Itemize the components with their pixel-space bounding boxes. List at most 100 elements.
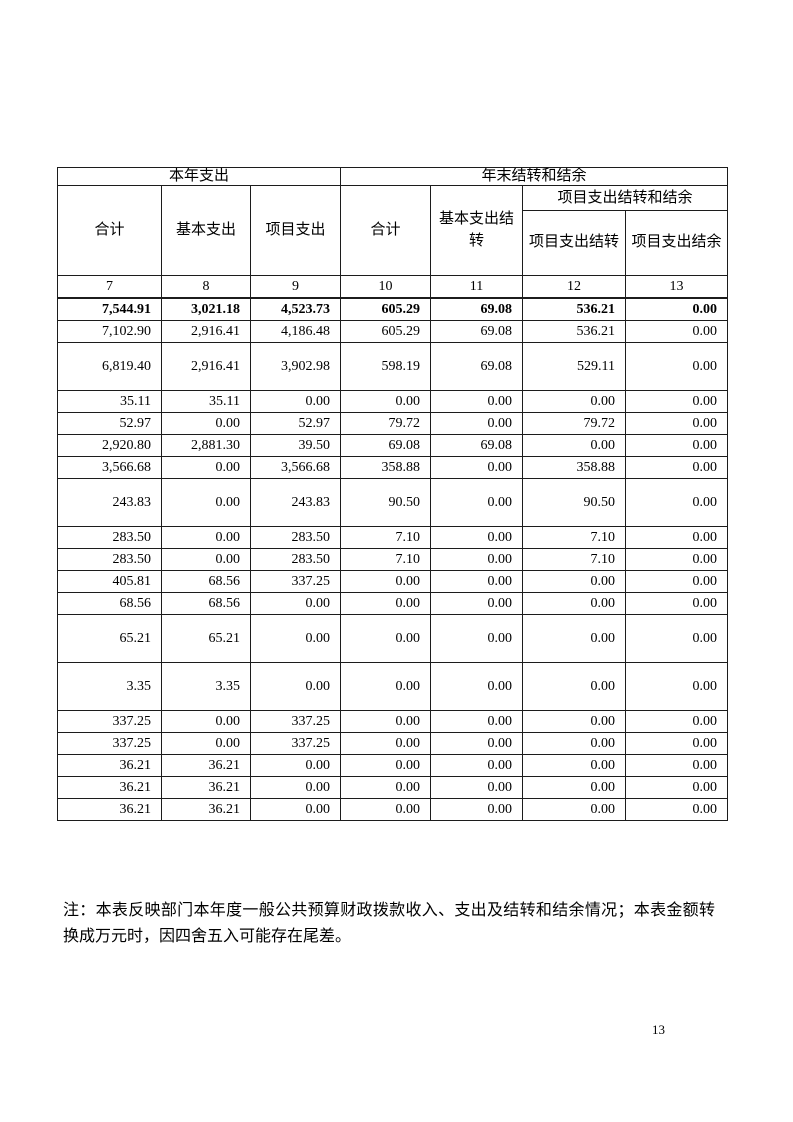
amount-cell: 52.97 <box>249 412 342 435</box>
amount-cell: 0.00 <box>161 710 251 733</box>
table-row: 283.50 0.00 283.50 7.10 0.00 7.10 0.00 <box>57 548 729 571</box>
amount-cell: 52.97 <box>57 412 162 435</box>
table-row: 3,566.68 0.00 3,566.68 358.88 0.00 358.88 0.00 <box>57 456 729 479</box>
amount-cell: 69.08 <box>430 434 524 457</box>
amount-cell: 0.00 <box>340 614 432 663</box>
table-row: 283.50 0.00 283.50 7.10 0.00 7.10 0.00 <box>57 526 729 549</box>
amount-cell: 69.08 <box>430 342 524 391</box>
amount-cell: 7.10 <box>340 526 432 549</box>
amount-cell: 0.00 <box>249 614 342 663</box>
amount-cell: 68.56 <box>161 570 251 593</box>
table-row: 36.21 36.21 0.00 0.00 0.00 0.00 0.00 <box>57 798 729 821</box>
column-index: 13 <box>625 275 729 299</box>
amount-cell: 0.00 <box>249 754 342 777</box>
amount-cell: 36.21 <box>161 754 251 777</box>
budget-table: 本年支出 年末结转和结余 合计 基本支出 项目支出 合计 基本支出结转 项目支出… <box>56 167 729 821</box>
table-row: 65.21 65.21 0.00 0.00 0.00 0.00 0.00 <box>57 614 729 663</box>
amount-cell: 0.00 <box>340 662 432 711</box>
amount-cell: 0.00 <box>249 798 342 821</box>
amount-cell: 0.00 <box>340 754 432 777</box>
table-row: 405.81 68.56 337.25 0.00 0.00 0.00 0.00 <box>57 570 729 593</box>
page-number: 13 <box>652 1022 665 1037</box>
amount-cell: 0.00 <box>625 478 729 527</box>
amount-cell: 283.50 <box>57 526 162 549</box>
amount-cell: 337.25 <box>249 570 342 593</box>
amount-cell: 0.00 <box>625 776 729 799</box>
amount-cell: 0.00 <box>161 412 251 435</box>
amount-cell: 2,920.80 <box>57 434 162 457</box>
table-row: 3.35 3.35 0.00 0.00 0.00 0.00 0.00 <box>57 662 729 711</box>
column-index: 10 <box>340 275 432 299</box>
amount-cell: 68.56 <box>57 592 162 615</box>
amount-cell: 3,021.18 <box>161 297 251 321</box>
amount-cell: 90.50 <box>340 478 432 527</box>
amount-cell: 36.21 <box>57 776 162 799</box>
amount-cell: 0.00 <box>625 456 729 479</box>
amount-cell: 0.00 <box>430 798 524 821</box>
footnote: 注：本表反映部门本年度一般公共预算财政拨款收入、支出及结转和结余情况；本表金额转… <box>63 902 715 945</box>
amount-cell: 0.00 <box>340 390 432 413</box>
amount-cell: 243.83 <box>249 478 342 527</box>
table-row: 7,102.90 2,916.41 4,186.48 605.29 69.08 536.2… <box>57 320 729 343</box>
amount-cell: 0.00 <box>522 732 627 755</box>
amount-cell: 0.00 <box>161 526 251 549</box>
amount-cell: 0.00 <box>625 592 729 615</box>
column-header-basic-expenditure: 基本支出 <box>161 185 251 276</box>
amount-cell: 3,566.68 <box>57 456 162 479</box>
amount-cell: 2,881.30 <box>161 434 251 457</box>
column-index: 11 <box>430 275 524 299</box>
amount-cell: 536.21 <box>522 297 627 321</box>
amount-cell: 68.56 <box>161 592 251 615</box>
amount-cell: 0.00 <box>625 434 729 457</box>
amount-cell: 36.21 <box>57 754 162 777</box>
amount-cell: 0.00 <box>161 478 251 527</box>
amount-cell: 0.00 <box>625 710 729 733</box>
column-header-carryover-total: 合计 <box>340 185 432 276</box>
amount-cell: 0.00 <box>625 662 729 711</box>
amount-cell: 7,544.91 <box>57 297 162 321</box>
table-row: 36.21 36.21 0.00 0.00 0.00 0.00 0.00 <box>57 754 729 777</box>
amount-cell: 0.00 <box>430 526 524 549</box>
amount-cell: 7.10 <box>522 526 627 549</box>
amount-cell: 36.21 <box>161 776 251 799</box>
amount-cell: 0.00 <box>430 390 524 413</box>
amount-cell: 0.00 <box>430 548 524 571</box>
amount-cell: 0.00 <box>430 592 524 615</box>
amount-cell: 65.21 <box>57 614 162 663</box>
amount-cell: 2,916.41 <box>161 320 251 343</box>
amount-cell: 0.00 <box>249 776 342 799</box>
table-row: 35.11 35.11 0.00 0.00 0.00 0.00 0.00 <box>57 390 729 413</box>
amount-cell: 0.00 <box>161 456 251 479</box>
amount-cell: 0.00 <box>625 320 729 343</box>
table-header: 本年支出 年末结转和结余 合计 基本支出 项目支出 合计 基本支出结转 项目支出… <box>56 167 729 299</box>
amount-cell: 243.83 <box>57 478 162 527</box>
amount-cell: 0.00 <box>340 710 432 733</box>
amount-cell: 0.00 <box>522 776 627 799</box>
amount-cell: 39.50 <box>249 434 342 457</box>
amount-cell: 0.00 <box>340 592 432 615</box>
amount-cell: 3.35 <box>57 662 162 711</box>
amount-cell: 0.00 <box>430 754 524 777</box>
amount-cell: 3,902.98 <box>249 342 342 391</box>
amount-cell: 0.00 <box>625 412 729 435</box>
amount-cell: 6,819.40 <box>57 342 162 391</box>
column-index: 7 <box>57 275 162 299</box>
column-header-project-expenditure: 项目支出 <box>249 185 342 276</box>
amount-cell: 90.50 <box>522 478 627 527</box>
amount-cell: 0.00 <box>625 548 729 571</box>
amount-cell: 0.00 <box>625 342 729 391</box>
amount-cell: 0.00 <box>625 297 729 321</box>
amount-cell: 0.00 <box>340 798 432 821</box>
amount-cell: 36.21 <box>161 798 251 821</box>
table-row: 243.83 0.00 243.83 90.50 0.00 90.50 0.00 <box>57 478 729 527</box>
amount-cell: 35.11 <box>57 390 162 413</box>
amount-cell: 0.00 <box>430 570 524 593</box>
column-header-project-carryover: 项目支出结转 <box>522 210 627 276</box>
amount-cell: 79.72 <box>340 412 432 435</box>
amount-cell: 79.72 <box>522 412 627 435</box>
amount-cell: 337.25 <box>249 710 342 733</box>
amount-cell: 0.00 <box>340 570 432 593</box>
amount-cell: 0.00 <box>522 570 627 593</box>
amount-cell: 0.00 <box>625 570 729 593</box>
amount-cell: 3.35 <box>161 662 251 711</box>
